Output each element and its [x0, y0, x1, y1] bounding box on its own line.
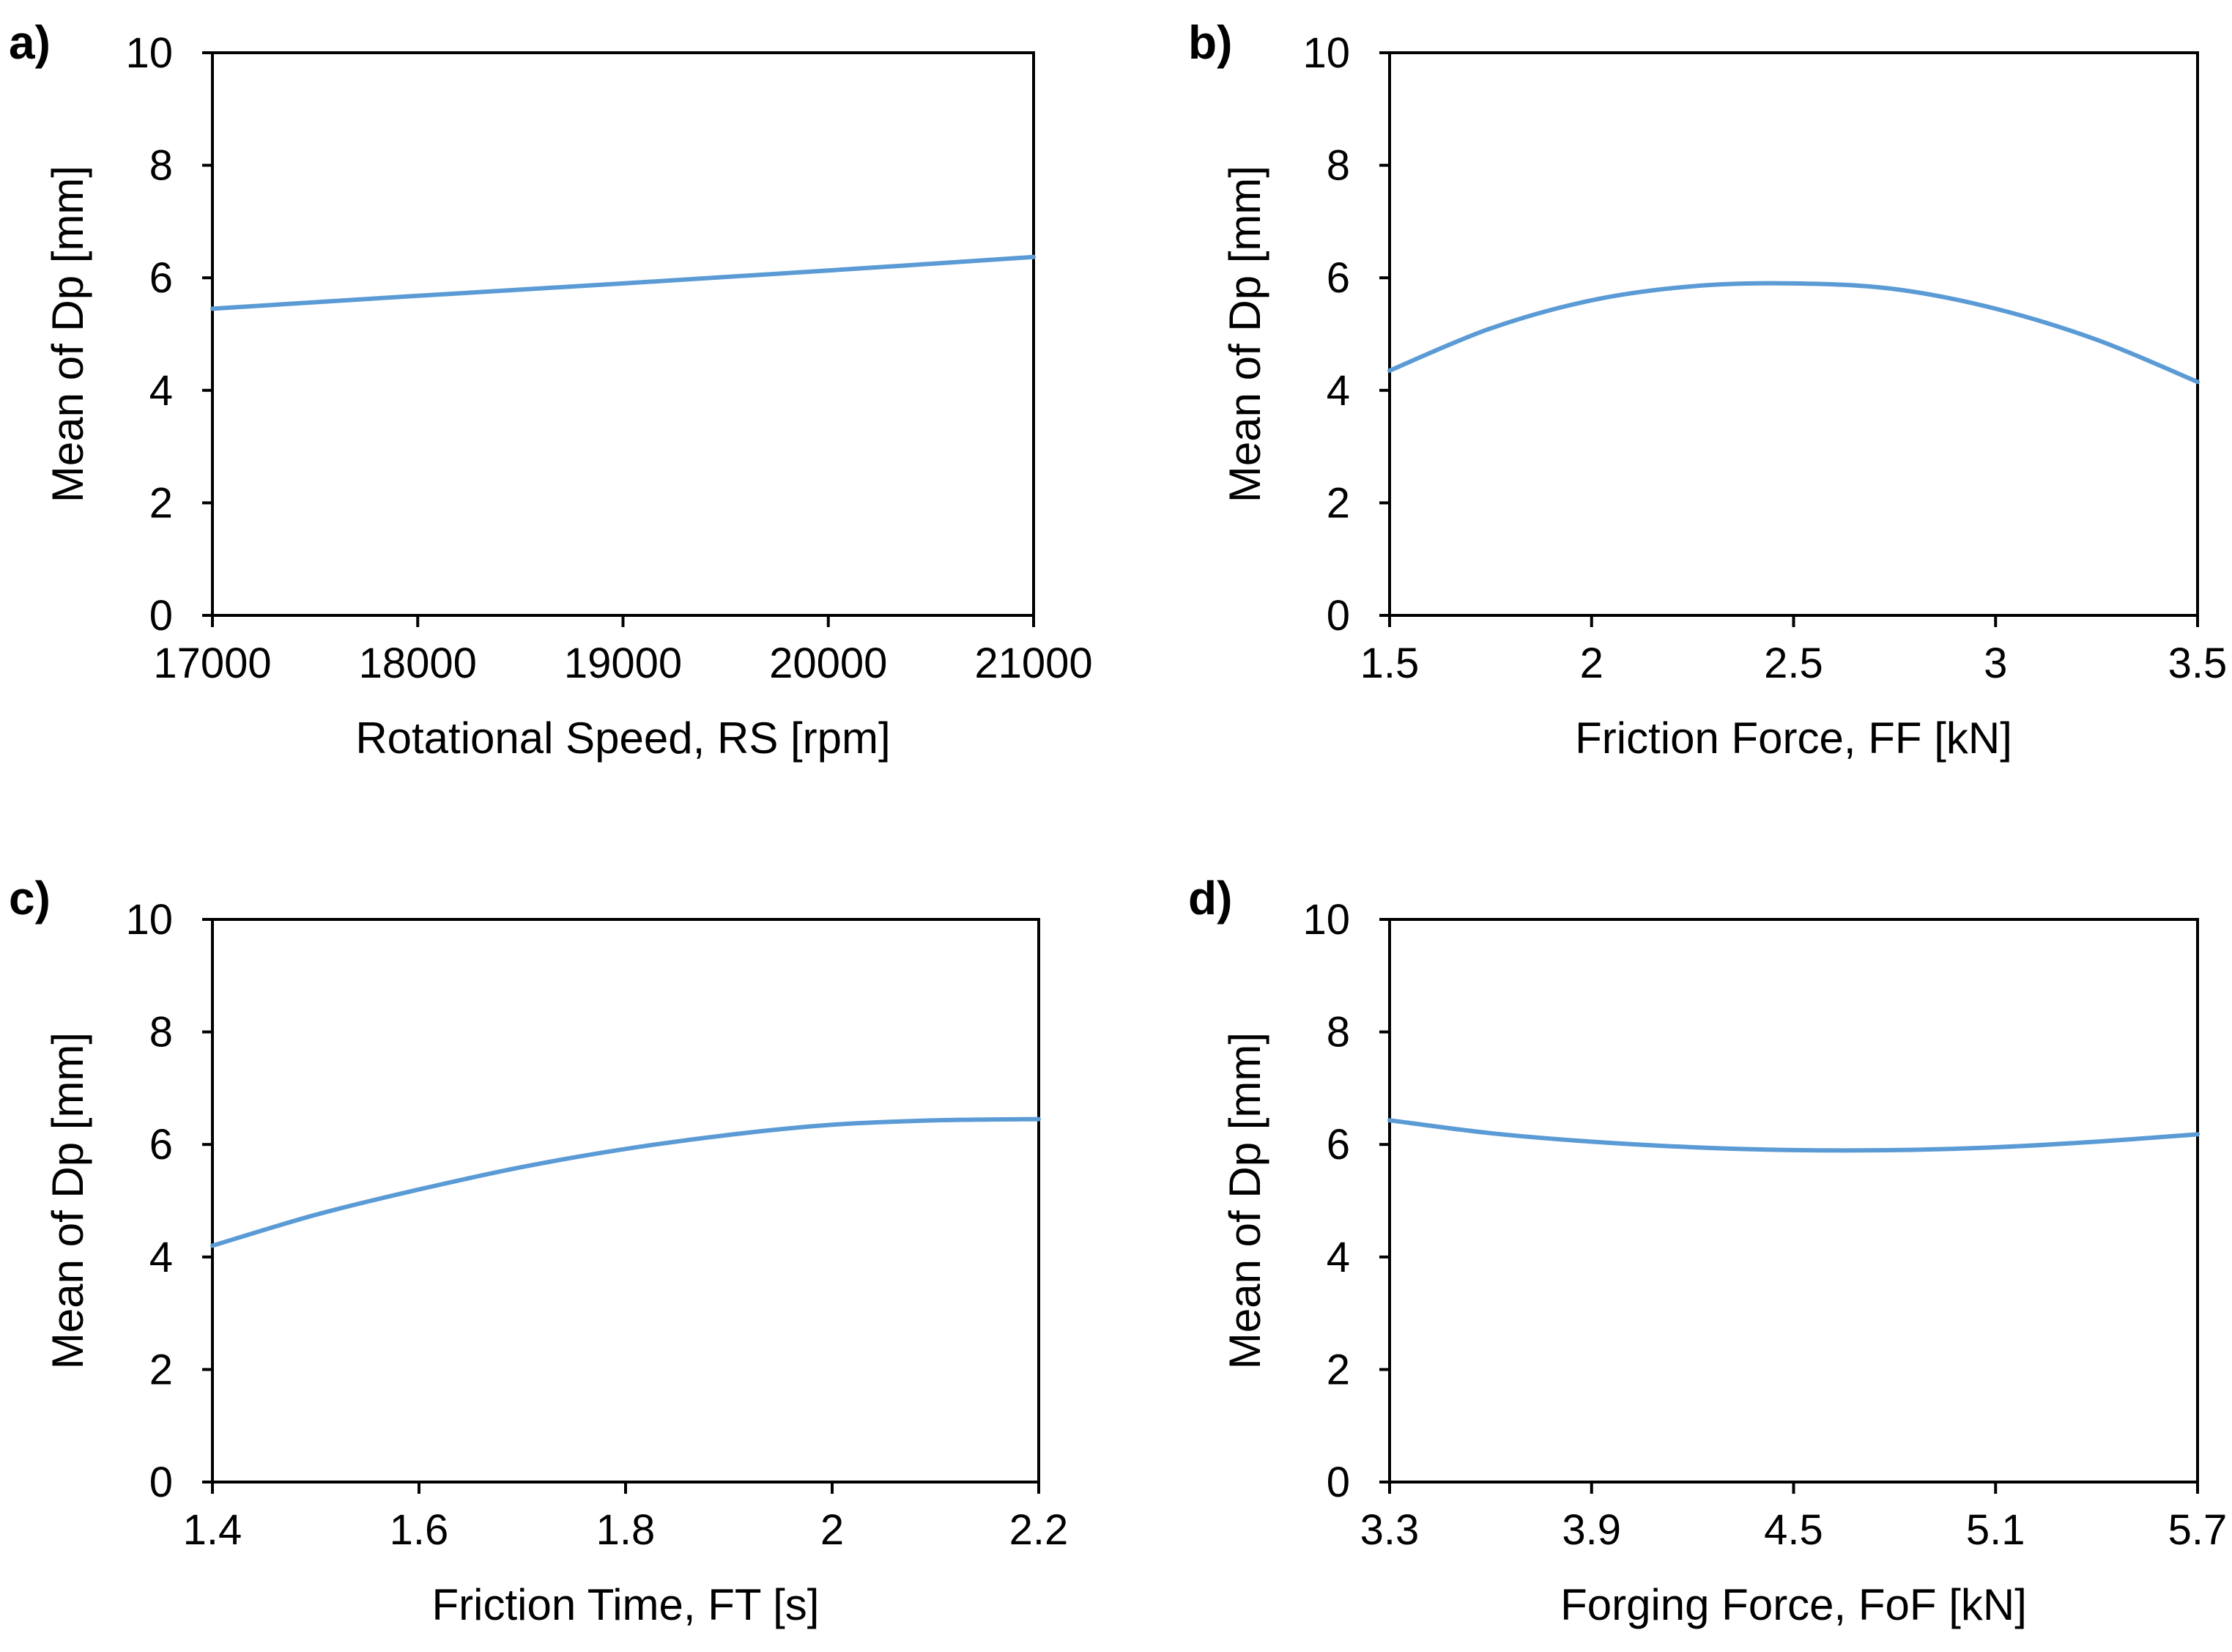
x-tick-label: 21000 [974, 640, 1092, 687]
panel-label: b) [1188, 16, 1232, 69]
y-tick-label: 4 [1327, 1234, 1350, 1281]
y-tick-label: 10 [1302, 896, 1350, 944]
y-tick-label: 2 [1327, 479, 1350, 527]
series-line [210, 1116, 1041, 1248]
y-axis-title: Mean of Dp [mm] [43, 166, 92, 503]
plot-area [211, 51, 1035, 617]
x-tick-label: 1.8 [596, 1506, 656, 1554]
x-tick-label: 1.4 [183, 1506, 242, 1554]
x-tick-label: 3.9 [1562, 1506, 1621, 1554]
x-tick-label: 20000 [769, 640, 887, 687]
y-tick-label: 8 [1327, 1009, 1350, 1056]
y-tick-label: 4 [149, 367, 173, 415]
x-axis-title: Rotational Speed, RS [rpm] [355, 714, 890, 763]
series-line [1387, 281, 2200, 385]
y-axis-title: Mean of Dp [mm] [43, 1032, 92, 1369]
x-tick-label: 2.2 [1009, 1506, 1069, 1554]
x-axis-title: Forging Force, FoF [kN] [1560, 1580, 2027, 1629]
series-line [210, 254, 1036, 311]
x-tick-label: 5.1 [1966, 1506, 2025, 1554]
x-tick-label: 2.5 [1764, 640, 1823, 687]
y-tick-label: 8 [149, 1009, 173, 1056]
x-tick-label: 1.6 [390, 1506, 449, 1554]
x-tick-label: 5.7 [2168, 1506, 2228, 1554]
x-tick-label: 3.3 [1360, 1506, 1420, 1554]
y-tick-label: 6 [1327, 1121, 1350, 1168]
plot-area [211, 918, 1040, 1484]
x-tick-label: 2 [1580, 640, 1603, 687]
y-tick-label: 2 [149, 1346, 173, 1393]
y-tick-label: 2 [149, 479, 173, 527]
y-tick-label: 4 [149, 1234, 173, 1281]
x-tick-label: 4.5 [1764, 1506, 1823, 1554]
x-axis-title: Friction Time, FT [s] [432, 1580, 820, 1629]
x-tick-label: 1.5 [1360, 640, 1420, 687]
panel-label: c) [9, 872, 51, 925]
x-tick-label: 18000 [359, 640, 477, 687]
y-axis-title: Mean of Dp [mm] [1220, 166, 1269, 503]
plot-area [1388, 918, 2199, 1484]
y-tick-label: 0 [1327, 592, 1350, 640]
y-axis-title: Mean of Dp [mm] [1220, 1032, 1269, 1369]
y-tick-label: 6 [149, 254, 173, 302]
x-axis-title: Friction Force, FF [kN] [1575, 714, 2012, 763]
series-line [1387, 1118, 2200, 1153]
y-tick-label: 2 [1327, 1346, 1350, 1393]
x-tick-label: 3 [1984, 640, 2007, 687]
y-tick-label: 4 [1327, 367, 1350, 415]
y-tick-label: 0 [149, 1459, 173, 1506]
y-tick-label: 8 [1327, 142, 1350, 190]
x-tick-label: 19000 [564, 640, 682, 687]
x-tick-label: 17000 [153, 640, 271, 687]
x-tick-label: 2 [820, 1506, 844, 1554]
y-tick-label: 10 [1302, 29, 1350, 77]
y-tick-label: 0 [149, 592, 173, 640]
y-tick-label: 8 [149, 142, 173, 190]
y-tick-label: 0 [1327, 1459, 1350, 1506]
y-tick-label: 6 [1327, 254, 1350, 302]
y-tick-label: 10 [125, 896, 173, 944]
panel-label: d) [1188, 872, 1232, 925]
y-tick-label: 10 [125, 29, 173, 77]
y-tick-label: 6 [149, 1121, 173, 1168]
panel-label: a) [9, 16, 51, 69]
x-tick-label: 3.5 [2168, 640, 2228, 687]
